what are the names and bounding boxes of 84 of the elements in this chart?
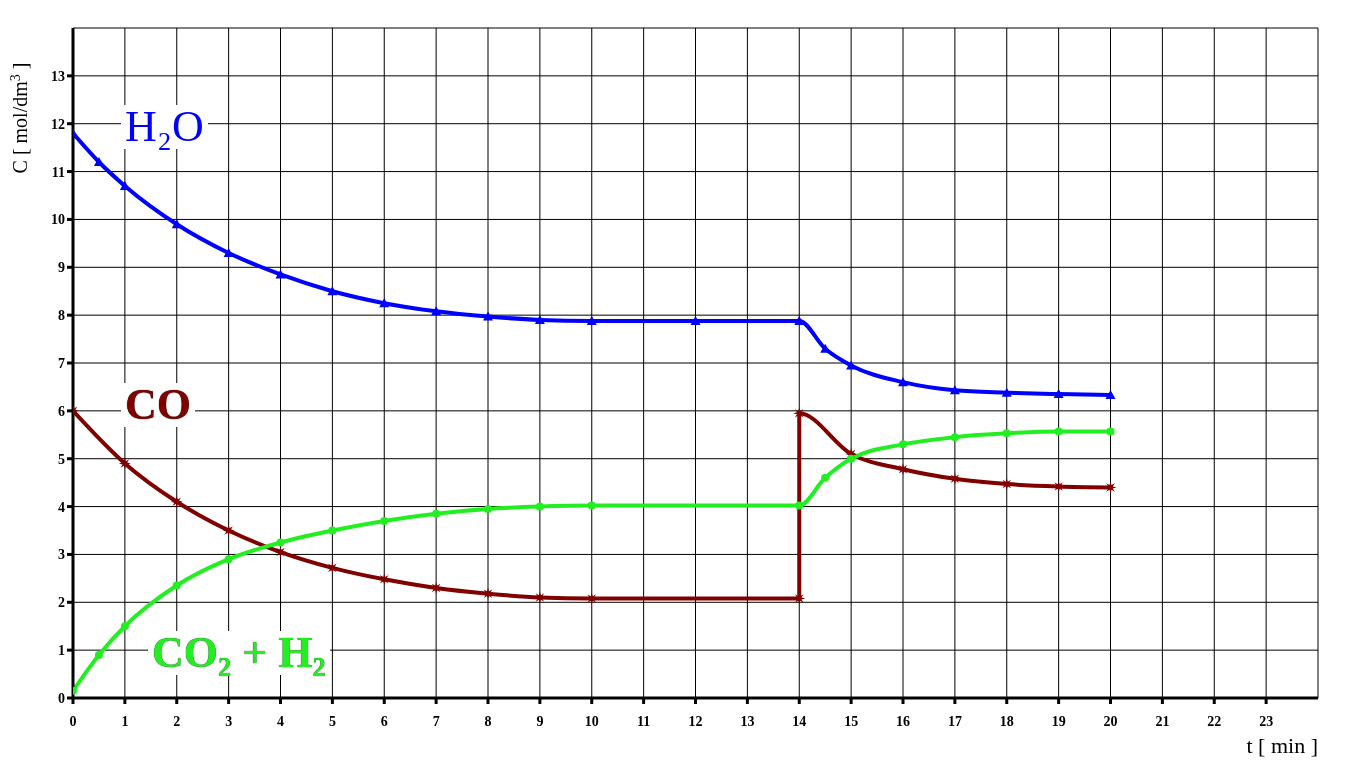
point [949, 385, 960, 395]
x-tick-label: 17 [947, 713, 962, 729]
point [224, 555, 233, 564]
x-axis-title: t [ min ] [1246, 733, 1318, 758]
point [847, 454, 856, 463]
point [821, 473, 830, 482]
x-tick-label: 5 [328, 713, 336, 729]
y-tick-label: 9 [58, 260, 65, 276]
point [1106, 427, 1115, 436]
point [431, 306, 442, 316]
x-tick-label: 22 [1207, 713, 1222, 729]
x-tick-label: 18 [999, 713, 1014, 729]
point [1001, 387, 1012, 397]
series-label: H₂O [121, 102, 208, 152]
x-tick-label: 21 [1155, 713, 1170, 729]
x-tick-label: 2 [173, 713, 181, 729]
point [795, 501, 804, 510]
series-label: CO₂ + H₂ [148, 627, 330, 677]
x-tick-label: 9 [536, 713, 544, 729]
point [222, 524, 235, 537]
point [172, 581, 181, 590]
x-tick-label: 15 [844, 713, 859, 729]
point [484, 504, 492, 513]
point [898, 377, 908, 387]
x-tick-label: 8 [484, 713, 492, 729]
y-tick-label: 1 [58, 643, 65, 659]
point [1053, 389, 1064, 399]
x-tick-label: 0 [69, 713, 77, 729]
point [120, 622, 129, 631]
point [482, 587, 494, 600]
point [275, 269, 286, 279]
point [328, 526, 337, 535]
point [586, 315, 597, 325]
x-tick-label: 23 [1259, 713, 1274, 729]
point [94, 650, 103, 659]
series-label: CO [121, 379, 195, 429]
x-tick-label: 19 [1051, 713, 1066, 729]
x-tick-label: 3 [225, 713, 233, 729]
point [950, 433, 959, 442]
x-tick-label: 20 [1103, 713, 1118, 729]
x-tick-label: 12 [688, 713, 703, 729]
point [846, 360, 857, 370]
y-tick-label: 0 [58, 690, 65, 706]
x-tick-label: 11 [637, 713, 651, 729]
point [223, 247, 234, 257]
point [483, 311, 493, 321]
y-tick-label: 13 [51, 68, 65, 84]
point [118, 457, 131, 470]
x-tick-label: 10 [584, 713, 599, 729]
y-tick-label: 2 [58, 595, 65, 611]
point [1002, 429, 1011, 438]
point [432, 509, 441, 518]
point [899, 440, 907, 449]
x-tick-label: 16 [896, 713, 910, 729]
point [690, 315, 701, 325]
point [587, 501, 596, 510]
x-tick-label: 4 [277, 713, 284, 729]
y-tick-label: 5 [58, 451, 65, 467]
point [327, 286, 338, 296]
y-tick-label: 11 [51, 164, 65, 180]
point [170, 495, 183, 508]
point [380, 516, 389, 525]
x-tick-label: 14 [792, 713, 807, 729]
point [535, 502, 544, 511]
point [276, 538, 285, 547]
point [1054, 427, 1063, 436]
x-tick-label: 1 [121, 713, 129, 729]
y-tick-label: 4 [58, 499, 65, 515]
point [379, 298, 390, 308]
x-tick-label: 6 [380, 713, 388, 729]
point [897, 463, 909, 476]
point [534, 314, 545, 324]
point [326, 561, 339, 574]
x-tick-label: 13 [740, 713, 755, 729]
y-tick-label: 3 [58, 547, 65, 563]
y-tick-label: 10 [51, 212, 65, 228]
y-tick-label: 7 [58, 355, 65, 371]
y-tick-label: 6 [58, 403, 65, 419]
y-tick-label: 12 [51, 116, 65, 132]
y-tick-label: 8 [58, 308, 65, 324]
point [1105, 390, 1116, 400]
point [93, 157, 104, 166]
point [274, 546, 287, 559]
x-tick-label: 7 [432, 713, 440, 729]
